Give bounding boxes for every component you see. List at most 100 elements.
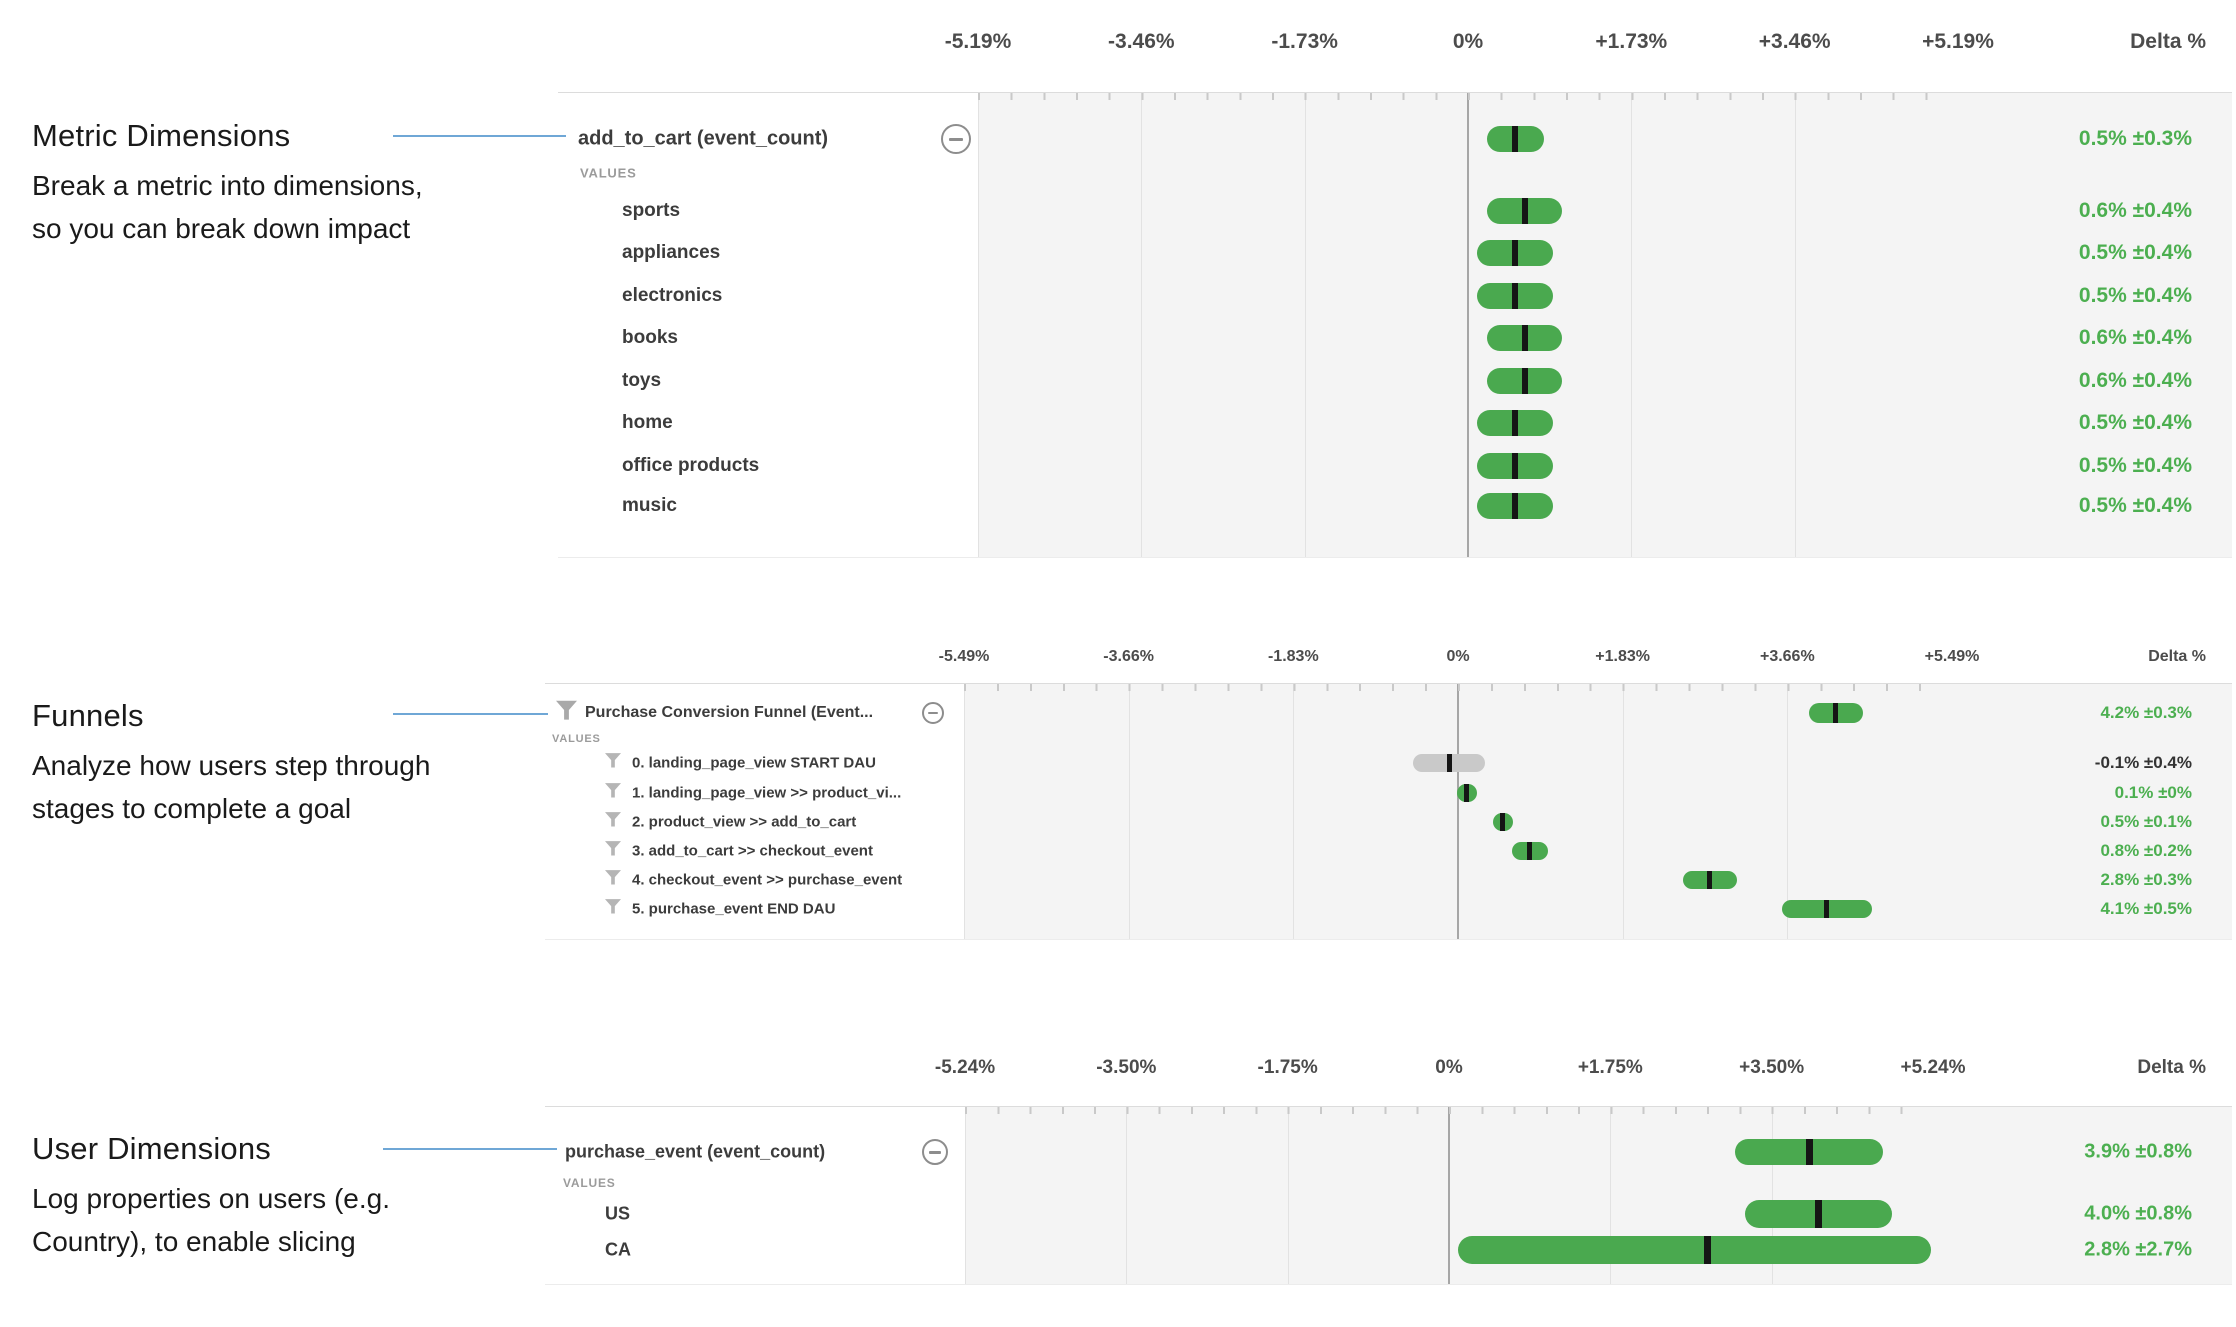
axis-tick-label: +3.50% [1739,1057,1805,1078]
median-tick [1464,784,1470,802]
confidence-interval-bar [1458,1236,1931,1264]
axis-tick-label: +3.46% [1758,30,1831,53]
median-tick [1824,900,1830,918]
metric-header-delta-value: 3.9% ±0.8% [2084,1140,2192,1163]
collapse-minus-icon[interactable] [922,1139,948,1165]
gridline [978,93,979,557]
median-tick [1512,283,1519,309]
dimension-row-delta-value: 0.6% ±0.4% [2078,369,2192,392]
panel-user-dimensions: -5.24% -3.50% -1.75% 0% +1.75% +3.50% +5.24% De… [545,1026,2232,1285]
axis-tick-label: +3.66% [1759,648,1815,665]
dimension-row-label: home [622,412,673,433]
median-tick [1521,198,1528,224]
dimension-row-label: music [622,495,677,516]
axis-tick-label: -5.49% [938,648,990,665]
gridline [965,1107,966,1284]
median-tick [1500,813,1506,831]
annotation-body: Break a metric into dimensions, so you c… [32,164,423,250]
metric-header-delta-value: 4.2% ±0.3% [2100,703,2192,722]
dimension-row-delta-value: -0.1% ±0.4% [2094,753,2192,772]
dimension-row-label: 2. product_view >> add_to_cart [632,813,857,831]
dimension-row-label: sports [622,200,681,221]
gridline [1128,684,1130,939]
gridline [1141,93,1143,557]
median-tick [1704,1236,1712,1264]
median-tick [1833,703,1839,723]
gridline [1622,684,1624,939]
median-tick [1512,453,1519,479]
median-tick [1521,368,1528,394]
dimension-row-label: electronics [622,285,723,306]
minus-glyph [928,712,938,714]
dimension-row-delta-value: 2.8% ±2.7% [2084,1238,2192,1261]
dimension-row-delta-value: 0.5% ±0.4% [2078,494,2192,517]
dimension-row-delta-value: 0.5% ±0.4% [2078,411,2192,434]
funnel-icon [605,841,621,861]
funnel-icon [605,870,621,890]
metric-header-label: Purchase Conversion Funnel (Event... [585,704,874,721]
dimension-row-delta-value: 4.0% ±0.8% [2084,1202,2192,1225]
delta-values-column [1952,684,2232,939]
median-tick [1707,871,1713,889]
funnel-icon [605,899,621,919]
dimension-row-label: 0. landing_page_view START DAU [632,754,876,772]
annotation-body: Log properties on users (e.g. Country), … [32,1177,390,1263]
axis-tick-label: -3.66% [1103,648,1155,665]
axis-tick-label: -3.50% [1096,1057,1157,1078]
dimension-row-label: 4. checkout_event >> purchase_event [632,871,903,889]
plot-area [978,93,1959,557]
zero-line [1448,1107,1450,1284]
median-tick [1527,842,1533,860]
dimension-row-label: US [605,1203,631,1224]
funnel-icon [605,783,621,803]
funnel-icon [556,700,577,726]
dimension-row-delta-value: 0.6% ±0.4% [2078,326,2192,349]
dimension-row-delta-value: 0.5% ±0.4% [2078,241,2192,264]
annotation-line: stages to complete a goal [32,793,352,824]
plot-area [964,684,1953,939]
annotation-metric-dimensions: Metric Dimensions Break a metric into di… [32,114,423,250]
annotation-line: Country), to enable slicing [32,1226,356,1257]
delta-percent-header: Delta % [2137,1057,2206,1078]
dimension-row-delta-value: 0.6% ±0.4% [2078,199,2192,222]
annotation-line: Break a metric into dimensions, [32,170,423,201]
axis-tick-label: -1.75% [1257,1057,1318,1078]
chart-body: purchase_event (event_count) 3.9% ±0.8% VA… [545,1106,2232,1285]
gridline [1631,93,1633,557]
chart-body: add_to_cart (event_count) 0.5% ±0.3% VALUE… [558,92,2232,558]
dimension-row-label: 3. add_to_cart >> checkout_event [632,842,873,860]
median-tick [1446,754,1452,772]
dimension-row-delta-value: 2.8% ±0.3% [2100,870,2192,889]
dimension-row-label: 5. purchase_event END DAU [632,900,836,918]
dimension-row-delta-value: 0.5% ±0.1% [2100,812,2192,831]
dimension-row-label: books [622,327,678,348]
values-section-caption: VALUES [580,165,637,181]
minus-glyph [928,1150,942,1154]
metric-header-label: purchase_event (event_count) [565,1141,826,1162]
axis-tick-label: 0% [1435,1057,1463,1078]
values-section-caption: VALUES [563,1176,616,1190]
annotation-body: Analyze how users step through stages to… [32,744,430,830]
connector-line-metric-dimensions [393,135,566,137]
collapse-minus-icon[interactable] [941,124,971,154]
dimension-row-label: office products [622,455,760,476]
median-tick [1512,493,1519,519]
collapse-minus-icon[interactable] [922,702,944,724]
values-section-caption: VALUES [552,733,601,745]
zero-line [1467,93,1469,557]
annotation-line: so you can break down impact [32,213,411,244]
dimension-row-label: CA [605,1239,631,1260]
axis-tick-label: -1.83% [1267,648,1319,665]
delta-percent-header: Delta % [2148,648,2206,665]
median-tick [1521,325,1528,351]
dimension-row-label: toys [622,370,662,391]
delta-values-column [1958,93,2232,557]
funnel-icon [605,812,621,832]
dimension-row-delta-value: 0.5% ±0.4% [2078,454,2192,477]
dimension-row-delta-value: 0.5% ±0.4% [2078,284,2192,307]
gridline [1771,1107,1773,1284]
annotation-line: Analyze how users step through [32,750,431,781]
zero-line [1457,684,1459,939]
gridline [1610,1107,1612,1284]
